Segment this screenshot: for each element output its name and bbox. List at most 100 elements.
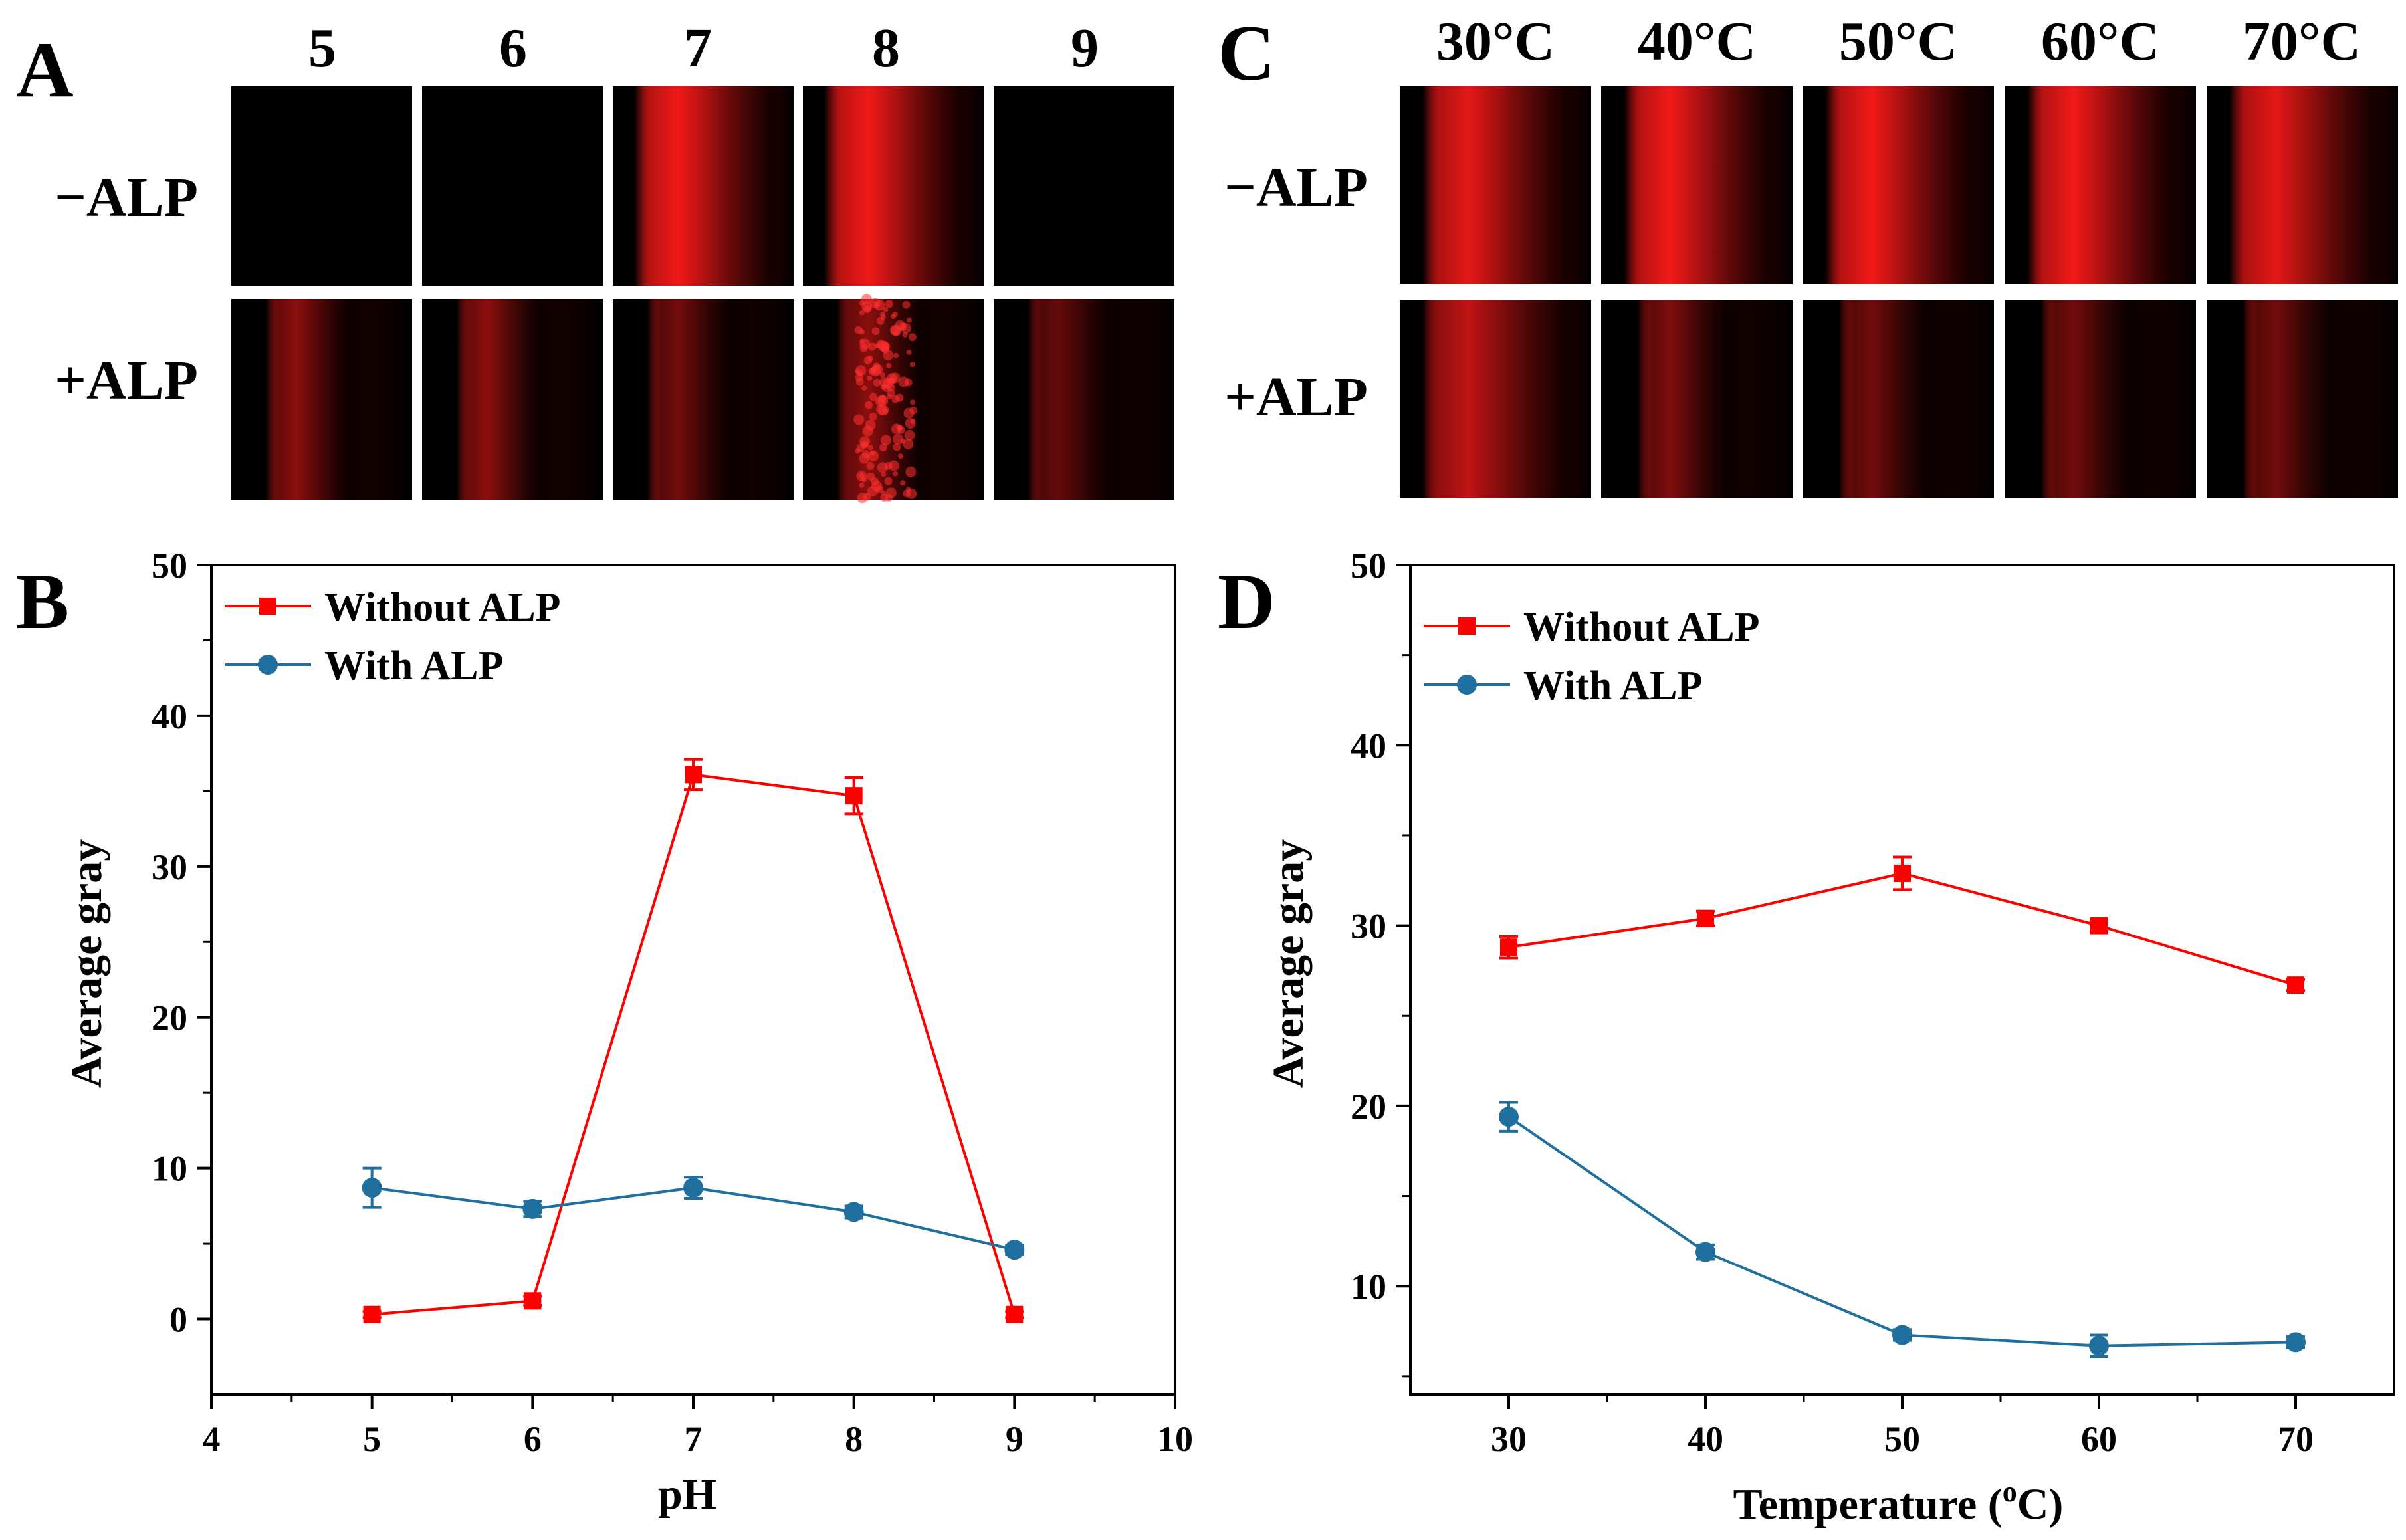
panel-d-series-with-alp-point — [1695, 1242, 1715, 1262]
panel-c-col-label-50c: 50°C — [1839, 11, 1957, 72]
panel-b-x-tick-label: 5 — [363, 1419, 381, 1459]
panel-b-y-tick-label: 30 — [152, 847, 187, 887]
panel-a-tile-plus-ph-8-speckle — [853, 414, 865, 425]
panel-a-tile-minus-ph-7 — [613, 86, 794, 286]
panel-b-x-tick-label: 4 — [203, 1419, 221, 1459]
panel-a-tile-plus-ph-8-speckle — [861, 477, 867, 483]
panel-a-tile-plus-ph-8-speckle — [895, 393, 904, 402]
panel-a-tile-plus-ph-8-speckle — [905, 487, 911, 493]
panel-c-tile-plus-50c — [1803, 300, 1994, 498]
panel-a-tile-plus-ph-8-speckle — [875, 396, 886, 407]
panel-b-legend-with-alp-label: With ALP — [324, 643, 503, 689]
panel-a-tile-plus-ph-8-speckle — [873, 378, 881, 387]
panel-a-tile-minus-ph-6-background — [422, 86, 603, 286]
panel-a-tile-plus-ph-8-speckle — [910, 399, 916, 405]
panel-b-series-without-alp-point — [524, 1292, 542, 1310]
panel-b-series-with-alp-point — [1004, 1240, 1025, 1260]
panel-b-series-with-alp-point — [362, 1178, 382, 1198]
panel-a-tile-plus-ph-8-speckle — [904, 429, 915, 441]
panel-d-x-axis-title-tail: C) — [2017, 1480, 2064, 1529]
panel-a-tile-plus-ph-8-speckle — [910, 418, 916, 424]
panel-a-tile-plus-ph-6 — [422, 299, 603, 500]
panel-b-y-tick-label: 50 — [152, 546, 187, 586]
panel-b-x-tick-label: 10 — [1157, 1419, 1193, 1459]
panel-a-tile-plus-ph-8-speckle — [883, 350, 894, 361]
panel-b-legend-without-alp-marker — [259, 598, 276, 615]
panel-letter-b: B — [16, 557, 69, 645]
panel-a-tile-plus-ph-8-speckle — [867, 375, 873, 381]
panel-d-legend-with-alp-label: With ALP — [1523, 663, 1702, 709]
panel-d-y-tick-label: 10 — [1351, 1267, 1386, 1307]
panel-a-tile-plus-ph-8-speckle — [881, 471, 887, 477]
panel-c-tile-plus-30c-band — [1400, 300, 1591, 498]
panel-d-series-without-alp-point — [1500, 938, 1517, 956]
panel-d-y-tick-label: 40 — [1351, 726, 1386, 766]
panel-a-row-label-plus-alp: +ALP — [55, 350, 198, 411]
panel-b-chart: Average gray pH 4 5 6 7 8 9 10 0 10 20 30 40 50 Witho… — [62, 546, 1193, 1519]
panel-c-tile-plus-50c-band — [1803, 300, 1994, 498]
panel-d-series-with-alp-point — [2089, 1335, 2109, 1356]
panel-c-col-label-30c: 30°C — [1436, 11, 1555, 72]
panel-c-tile-minus-50c-band — [1803, 86, 1994, 284]
panel-b-y-tick-label: 40 — [152, 697, 187, 736]
panel-b-y-tick-label: 10 — [152, 1149, 187, 1189]
panel-letter-d: D — [1218, 557, 1275, 645]
panel-c-row-label-minus-alp: −ALP — [1224, 157, 1368, 219]
panel-d-x-tick-label: 50 — [1884, 1419, 1920, 1459]
panel-a-tile-plus-ph-5-band — [231, 299, 412, 500]
panel-a-tile-plus-ph-8-speckle — [857, 493, 868, 504]
panel-b-series-without-alp-point — [685, 766, 702, 784]
panel-b-y-tick-label: 20 — [152, 998, 187, 1038]
panel-a-tile-plus-ph-8-speckle — [886, 362, 892, 368]
panel-a-col-label-5: 5 — [308, 17, 336, 79]
panel-a-tile-plus-ph-8 — [803, 294, 984, 504]
panel-d-y-tick-label: 30 — [1351, 907, 1386, 946]
panel-c-tile-minus-30c-band — [1400, 86, 1591, 284]
panel-a-tile-plus-ph-8-speckle — [893, 443, 901, 451]
panel-a-tile-plus-ph-9-band — [994, 299, 1174, 500]
panel-c-tile-plus-30c — [1400, 300, 1591, 498]
panel-a-tile-plus-ph-8-speckle — [855, 373, 863, 382]
panel-a-tile-plus-ph-8-speckle — [906, 317, 912, 323]
panel-c-col-label-70c: 70°C — [2242, 11, 2361, 72]
panel-a-tile-plus-ph-8-speckle — [863, 356, 872, 364]
panel-b-plot-frame — [210, 564, 1176, 1396]
panel-a-tile-plus-ph-8-speckle — [859, 453, 870, 464]
panel-c-tile-minus-30c — [1400, 86, 1591, 284]
panel-a-tile-plus-ph-8-speckle — [887, 389, 895, 397]
panel-a-tile-plus-ph-9 — [994, 299, 1174, 500]
panel-a-tile-plus-ph-8-speckle — [868, 342, 877, 351]
panel-c-tile-minus-70c — [2207, 86, 2398, 284]
panel-d-series-with-alp-point — [2286, 1332, 2306, 1353]
panel-a-tile-plus-ph-8-speckle — [872, 362, 881, 371]
panel-c-tile-plus-60c-band — [2005, 300, 2196, 498]
panel-a-tile-plus-ph-6-band — [422, 299, 603, 500]
panel-a-tile-plus-ph-7-band — [613, 299, 794, 500]
panel-d-legend-without-alp-marker — [1458, 617, 1476, 635]
panel-b-series-without-alp-point — [1006, 1305, 1024, 1323]
panel-b-series-without-alp-point — [845, 787, 863, 805]
panel-b-x-axis-title: pH — [658, 1470, 716, 1519]
panel-a-tile-plus-ph-8-speckle — [908, 333, 917, 342]
panel-a-tile-minus-ph-7-band — [613, 86, 794, 286]
panel-d-x-tick-label: 60 — [2081, 1419, 2117, 1459]
panel-d-x-tick-label: 30 — [1491, 1419, 1527, 1459]
panel-a-tile-plus-ph-8-speckle — [899, 322, 907, 331]
panel-c-tile-minus-70c-band — [2207, 86, 2398, 284]
panel-b-legend-without-alp-label: Without ALP — [324, 585, 560, 630]
panel-a-tile-plus-ph-8-speckle — [900, 480, 906, 486]
panel-c-tile-plus-60c — [2005, 300, 2196, 498]
panel-a-tile-plus-ph-8-speckle — [893, 330, 899, 336]
panel-d-series-without-alp-point — [2287, 976, 2304, 994]
panel-a-tile-plus-ph-8-speckle — [859, 329, 865, 335]
panel-a-tile-plus-ph-8-speckle — [880, 435, 891, 446]
panel-d-x-tick-label: 40 — [1688, 1419, 1723, 1459]
panel-a-tile-plus-ph-8-speckle — [859, 482, 865, 488]
panel-a-tile-plus-ph-8-speckle — [903, 438, 914, 449]
panel-b-series-with-alp-point — [522, 1198, 543, 1219]
panel-d-series-with-alp-point — [1499, 1107, 1519, 1127]
panel-d-series-without-alp-point — [2090, 917, 2108, 935]
panel-b-y-tick-label: 0 — [169, 1300, 187, 1340]
panel-a-tile-plus-ph-8-speckle — [876, 316, 885, 325]
